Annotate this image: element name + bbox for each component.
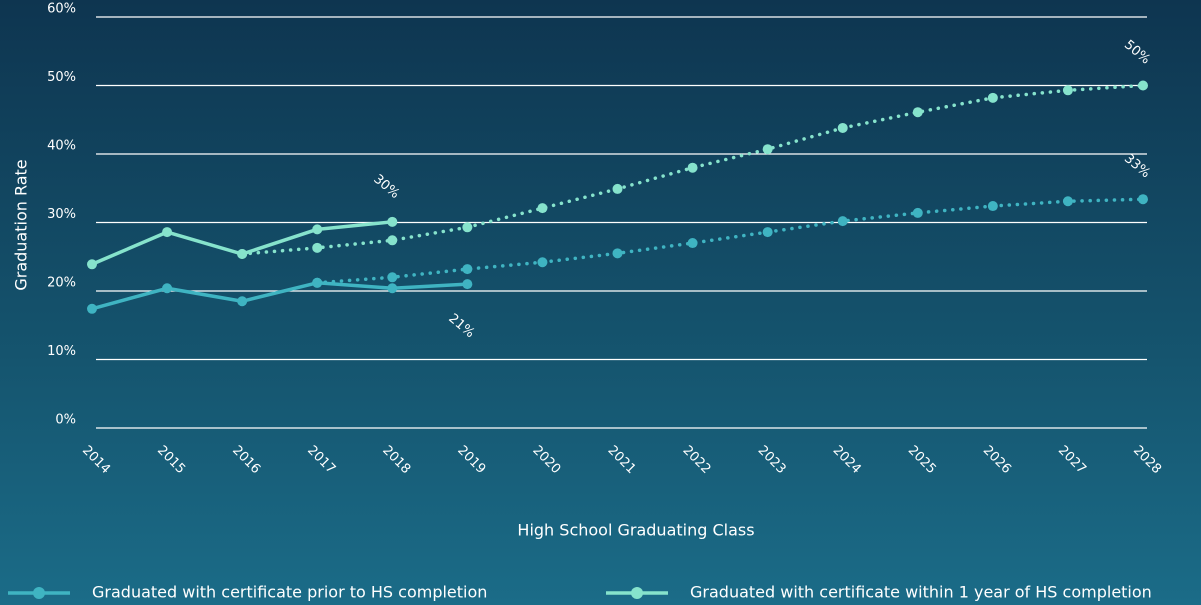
point [1138, 194, 1148, 205]
x-tick-label: 2025 [905, 443, 939, 477]
point [1138, 80, 1148, 91]
y-tick-label: 40% [47, 139, 76, 154]
y-tick-label: 30% [47, 207, 76, 222]
point [762, 227, 773, 238]
point [237, 296, 248, 307]
point [687, 162, 698, 173]
data-label: 30% [370, 172, 402, 202]
data-label: 21% [445, 311, 477, 341]
x-tick-label: 2028 [1130, 443, 1164, 477]
point [462, 222, 473, 233]
y-tick-label: 10% [47, 344, 76, 359]
point [87, 259, 97, 270]
legend-label: Graduated with certificate prior to HS c… [92, 583, 487, 602]
point [987, 201, 998, 212]
point [837, 216, 848, 227]
point [387, 235, 398, 246]
point [537, 203, 548, 214]
y-tick-label: 20% [47, 276, 76, 291]
data-label: 33% [1121, 151, 1153, 181]
legend-marker [33, 587, 45, 599]
data-label: 50% [1121, 37, 1153, 67]
point [687, 238, 698, 249]
x-tick-label: 2022 [680, 443, 714, 477]
x-tick-label: 2014 [79, 443, 113, 477]
point [162, 283, 173, 294]
point [912, 107, 923, 118]
point [312, 224, 323, 235]
x-axis-title: High School Graduating Class [517, 521, 754, 540]
point [237, 249, 248, 260]
y-tick-label: 60% [47, 2, 76, 17]
x-tick-label: 2017 [304, 443, 338, 477]
y-tick-label: 50% [47, 70, 76, 85]
point [387, 283, 398, 294]
point [987, 92, 998, 103]
point [762, 144, 773, 155]
point [912, 207, 923, 218]
y-tick-label: 0% [55, 413, 76, 428]
x-tick-label: 2018 [379, 443, 413, 477]
point [612, 183, 623, 194]
point [312, 277, 323, 288]
x-tick-label: 2019 [454, 443, 488, 477]
point [162, 227, 173, 238]
x-tick-label: 2021 [604, 443, 638, 477]
x-tick-label: 2020 [529, 443, 563, 477]
x-tick-label: 2027 [1055, 443, 1089, 477]
point [387, 216, 398, 227]
point [462, 279, 473, 290]
x-tick-label: 2016 [229, 443, 263, 477]
x-tick-label: 2023 [755, 443, 789, 477]
y-axis-title: Graduation Rate [12, 159, 31, 290]
x-tick-label: 2015 [154, 443, 188, 477]
legend-label: Graduated with certificate within 1 year… [690, 583, 1152, 602]
point [537, 257, 548, 268]
point [87, 303, 97, 314]
projection-line [315, 197, 1145, 285]
point [387, 272, 398, 283]
point [312, 242, 323, 253]
point [1062, 196, 1073, 207]
line [90, 281, 470, 311]
point [462, 264, 473, 275]
point [837, 122, 848, 133]
legend-marker [631, 587, 643, 599]
x-tick-label: 2026 [980, 443, 1014, 477]
point [1062, 85, 1073, 96]
x-tick-label: 2024 [830, 443, 864, 477]
point [612, 248, 623, 259]
